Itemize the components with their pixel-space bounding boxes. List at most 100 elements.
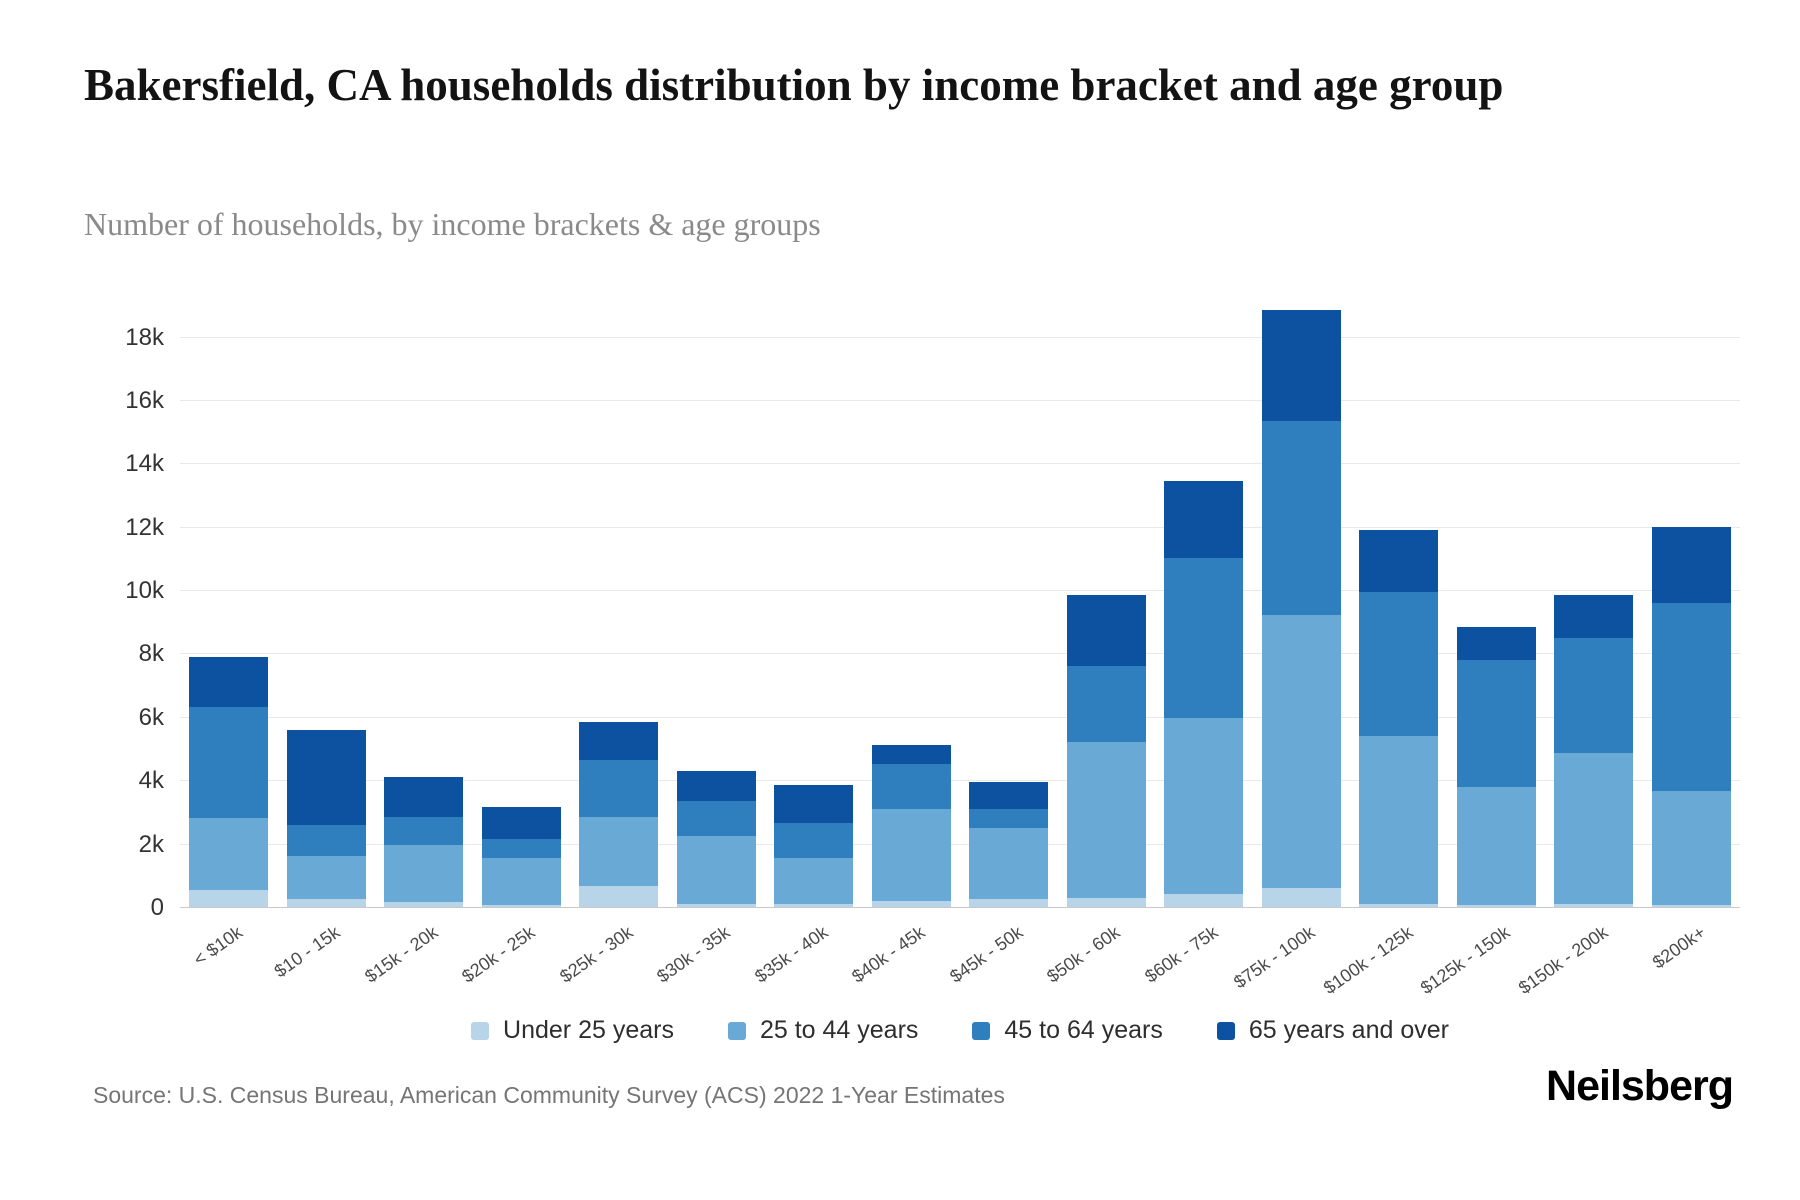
bar-segment-25-to-44-years[interactable]	[286, 856, 366, 900]
bar-segment-45-to-64-years[interactable]	[384, 816, 464, 846]
legend-item-25-to-44-years[interactable]: 25 to 44 years	[727, 1016, 919, 1045]
stacked-bar-plot-area: < $10k $10 - 15k $15k - 20k $20k - 25k $25k …	[125, 290, 1740, 998]
x-tick-label: $25k - 30k	[555, 922, 637, 987]
bar-segment-65-years-and-over[interactable]	[1456, 626, 1536, 660]
stacked-bar	[1066, 594, 1146, 907]
y-tick-label: 6k	[138, 703, 164, 731]
x-tick-label: $200k+	[1648, 922, 1709, 973]
y-tick-label: 18k	[125, 323, 164, 351]
bar-segment-45-to-64-years[interactable]	[286, 824, 366, 857]
x-tick-label: $45k - 50k	[945, 922, 1027, 987]
bar-segment-45-to-64-years[interactable]	[189, 707, 269, 819]
y-tick-label: 10k	[125, 577, 164, 605]
bar-segment-25-to-44-years[interactable]	[676, 835, 756, 904]
bar-segment-25-to-44-years[interactable]	[871, 808, 951, 901]
x-axis-line	[180, 907, 1740, 908]
bar-segment-25-to-44-years[interactable]	[1066, 742, 1146, 898]
bar-segment-under-25-years[interactable]	[1456, 905, 1536, 907]
stacked-bar	[286, 729, 366, 907]
chart-subtitle: Number of households, by income brackets…	[84, 206, 821, 242]
bar-segment-25-to-44-years[interactable]	[1164, 718, 1244, 895]
stacked-bar	[481, 807, 561, 907]
bar-segment-under-25-years[interactable]	[676, 903, 756, 907]
bar-segment-under-25-years[interactable]	[1651, 905, 1731, 907]
legend-label: 45 to 64 years	[1004, 1016, 1163, 1044]
bar-segment-45-to-64-years[interactable]	[1651, 602, 1731, 792]
gridline	[180, 526, 1740, 528]
bar-segment-45-to-64-years[interactable]	[1359, 591, 1439, 736]
x-tick-label: < $10k	[190, 922, 247, 970]
bar-segment-45-to-64-years[interactable]	[1261, 420, 1341, 616]
legend-label: 65 years and over	[1248, 1016, 1449, 1044]
gridline	[180, 780, 1740, 782]
stacked-bar	[969, 781, 1049, 907]
gridline	[180, 653, 1740, 655]
stacked-bar	[1164, 480, 1244, 907]
bar-segment-25-to-44-years[interactable]	[774, 857, 854, 904]
bar-segment-25-to-44-years[interactable]	[1651, 791, 1731, 906]
legend-label: 25 to 44 years	[759, 1016, 919, 1044]
bar-segment-65-years-and-over[interactable]	[189, 656, 269, 708]
stacked-bar	[871, 745, 951, 907]
legend-item-65-years-and-over[interactable]: 65 years and over	[1216, 1016, 1449, 1045]
bar-segment-under-25-years[interactable]	[579, 886, 659, 907]
bar-segment-under-25-years[interactable]	[1359, 903, 1439, 907]
legend-swatch	[727, 1021, 746, 1040]
bar-segment-65-years-and-over[interactable]	[871, 745, 951, 765]
bar-segment-65-years-and-over[interactable]	[1261, 309, 1341, 421]
bar-segment-45-to-64-years[interactable]	[871, 764, 951, 809]
bar-segment-under-25-years[interactable]	[286, 899, 366, 907]
stacked-bar	[1456, 626, 1536, 907]
bar-segment-under-25-years[interactable]	[969, 899, 1049, 907]
bar-segment-65-years-and-over[interactable]	[969, 781, 1049, 809]
bar-segment-65-years-and-over[interactable]	[1651, 526, 1731, 603]
bar-segment-65-years-and-over[interactable]	[1359, 529, 1439, 592]
bar-segment-25-to-44-years[interactable]	[1359, 735, 1439, 904]
y-tick-label: 16k	[125, 386, 164, 414]
bar-segment-45-to-64-years[interactable]	[1456, 659, 1536, 787]
bar-segment-45-to-64-years[interactable]	[481, 838, 561, 858]
bar-segment-45-to-64-years[interactable]	[579, 759, 659, 817]
bar-segment-under-25-years[interactable]	[189, 889, 269, 907]
stacked-bar	[1261, 309, 1341, 907]
bar-segment-under-25-years[interactable]	[481, 905, 561, 907]
bar-segment-under-25-years[interactable]	[384, 902, 464, 907]
bar-segment-25-to-44-years[interactable]	[189, 818, 269, 890]
bar-segment-under-25-years[interactable]	[1066, 897, 1146, 907]
bar-segment-under-25-years[interactable]	[1261, 888, 1341, 907]
bar-segment-25-to-44-years[interactable]	[969, 827, 1049, 900]
bar-segment-45-to-64-years[interactable]	[1066, 666, 1146, 743]
bar-segment-under-25-years[interactable]	[871, 900, 951, 907]
bar-segment-65-years-and-over[interactable]	[1066, 594, 1146, 667]
bar-segment-65-years-and-over[interactable]	[774, 784, 854, 823]
bar-segment-25-to-44-years[interactable]	[1456, 786, 1536, 906]
legend-item-under-25-years[interactable]: Under 25 years	[471, 1016, 674, 1045]
stacked-bar	[579, 721, 659, 907]
bar-segment-45-to-64-years[interactable]	[774, 822, 854, 858]
bar-segment-65-years-and-over[interactable]	[1164, 480, 1244, 559]
bar-segment-65-years-and-over[interactable]	[481, 807, 561, 839]
legend-item-45-to-64-years[interactable]: 45 to 64 years	[972, 1016, 1163, 1045]
bar-segment-45-to-64-years[interactable]	[1554, 637, 1634, 754]
bar-segment-45-to-64-years[interactable]	[676, 800, 756, 836]
bar-segment-under-25-years[interactable]	[1554, 903, 1634, 907]
bar-segment-65-years-and-over[interactable]	[1554, 594, 1634, 638]
bar-segment-25-to-44-years[interactable]	[1261, 615, 1341, 888]
bar-segment-25-to-44-years[interactable]	[579, 816, 659, 887]
gridline	[180, 843, 1740, 845]
bar-segment-under-25-years[interactable]	[1164, 894, 1244, 907]
bar-segment-25-to-44-years[interactable]	[481, 857, 561, 906]
source-note: Source: U.S. Census Bureau, American Com…	[93, 1082, 1005, 1108]
x-tick-label: $40k - 45k	[848, 922, 929, 987]
bar-segment-under-25-years[interactable]	[774, 903, 854, 907]
bar-segment-45-to-64-years[interactable]	[1164, 558, 1244, 719]
bar-segment-65-years-and-over[interactable]	[676, 770, 756, 801]
x-tick-label: $15k - 20k	[360, 922, 442, 987]
bar-segment-25-to-44-years[interactable]	[1554, 753, 1634, 904]
bar-segment-65-years-and-over[interactable]	[286, 729, 366, 825]
bar-segment-25-to-44-years[interactable]	[384, 845, 464, 903]
bar-segment-65-years-and-over[interactable]	[579, 721, 659, 760]
gridline	[180, 336, 1740, 338]
bar-segment-65-years-and-over[interactable]	[384, 777, 464, 817]
bar-segment-45-to-64-years[interactable]	[969, 808, 1049, 828]
